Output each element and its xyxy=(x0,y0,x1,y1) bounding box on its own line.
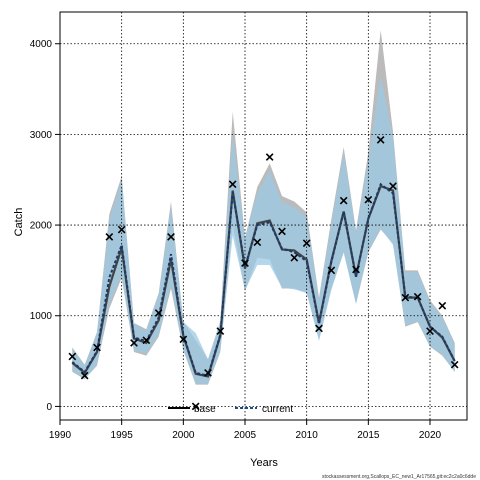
observed-catch-point xyxy=(315,324,323,333)
y-tick-label: 0 xyxy=(46,402,52,413)
observed-catch-point xyxy=(93,343,101,352)
observed-catch-point xyxy=(167,232,175,241)
observed-catch-point xyxy=(253,238,262,247)
y-tick-label: 3000 xyxy=(30,130,53,141)
plot-frame xyxy=(59,11,468,421)
observed-catch-point xyxy=(426,327,434,336)
y-tick-label: 4000 xyxy=(30,39,53,50)
y-tick-label: 1000 xyxy=(30,311,53,322)
base-line xyxy=(71,184,456,378)
observed-catch-point xyxy=(105,232,114,241)
observed-catch-point xyxy=(204,368,212,377)
legend-current-label: current xyxy=(262,404,293,415)
legend: base current xyxy=(168,404,293,415)
x-tick-label: 2005 xyxy=(234,430,257,441)
current-line xyxy=(71,182,456,377)
observed-catch-point xyxy=(278,227,286,236)
x-tick-label: 2015 xyxy=(357,430,380,441)
legend-base-label: base xyxy=(194,404,216,415)
observed-catch-point xyxy=(117,225,126,234)
observed-catch-point xyxy=(302,239,311,248)
observed-catch-point xyxy=(401,293,410,302)
observed-catch-point xyxy=(179,335,188,344)
x-tick-label: 2000 xyxy=(172,430,195,441)
observed-catch-point xyxy=(352,265,360,274)
observed-catch-point xyxy=(130,339,138,347)
current-confidence-band xyxy=(72,75,455,384)
x-tick-label: 2020 xyxy=(419,430,442,441)
observed-catch-point xyxy=(364,195,373,204)
y-tick-label: 2000 xyxy=(30,221,53,232)
observed-catch-point xyxy=(327,266,336,275)
x-tick-label: 1995 xyxy=(111,430,134,441)
observed-catch-point xyxy=(216,327,225,336)
observed-catch-point xyxy=(80,371,89,380)
observed-catch-point xyxy=(191,402,200,411)
observed-catch-point xyxy=(142,336,151,345)
observed-catch-point xyxy=(389,182,397,190)
x-axis-title: Years xyxy=(250,457,278,469)
x-tick-label: 1990 xyxy=(49,430,72,441)
y-axis-title: Catch xyxy=(13,208,25,237)
observed-catch-point xyxy=(228,180,237,189)
observed-catch-point xyxy=(450,360,459,369)
observed-catch-point xyxy=(413,292,422,301)
x-tick-label: 2010 xyxy=(296,430,319,441)
observed-catch-point xyxy=(290,253,299,262)
observed-catch-point xyxy=(376,135,385,144)
footer-credit: stockassessment.org,Scallops_EC_new1_Ar1… xyxy=(322,474,476,480)
observed-catch-point xyxy=(339,196,348,205)
observed-catch-point xyxy=(438,301,447,310)
observed-catch-point xyxy=(265,153,274,161)
observed-catch-point xyxy=(68,352,77,361)
observed-catch-point xyxy=(241,259,249,268)
observed-catch-point xyxy=(154,309,163,317)
